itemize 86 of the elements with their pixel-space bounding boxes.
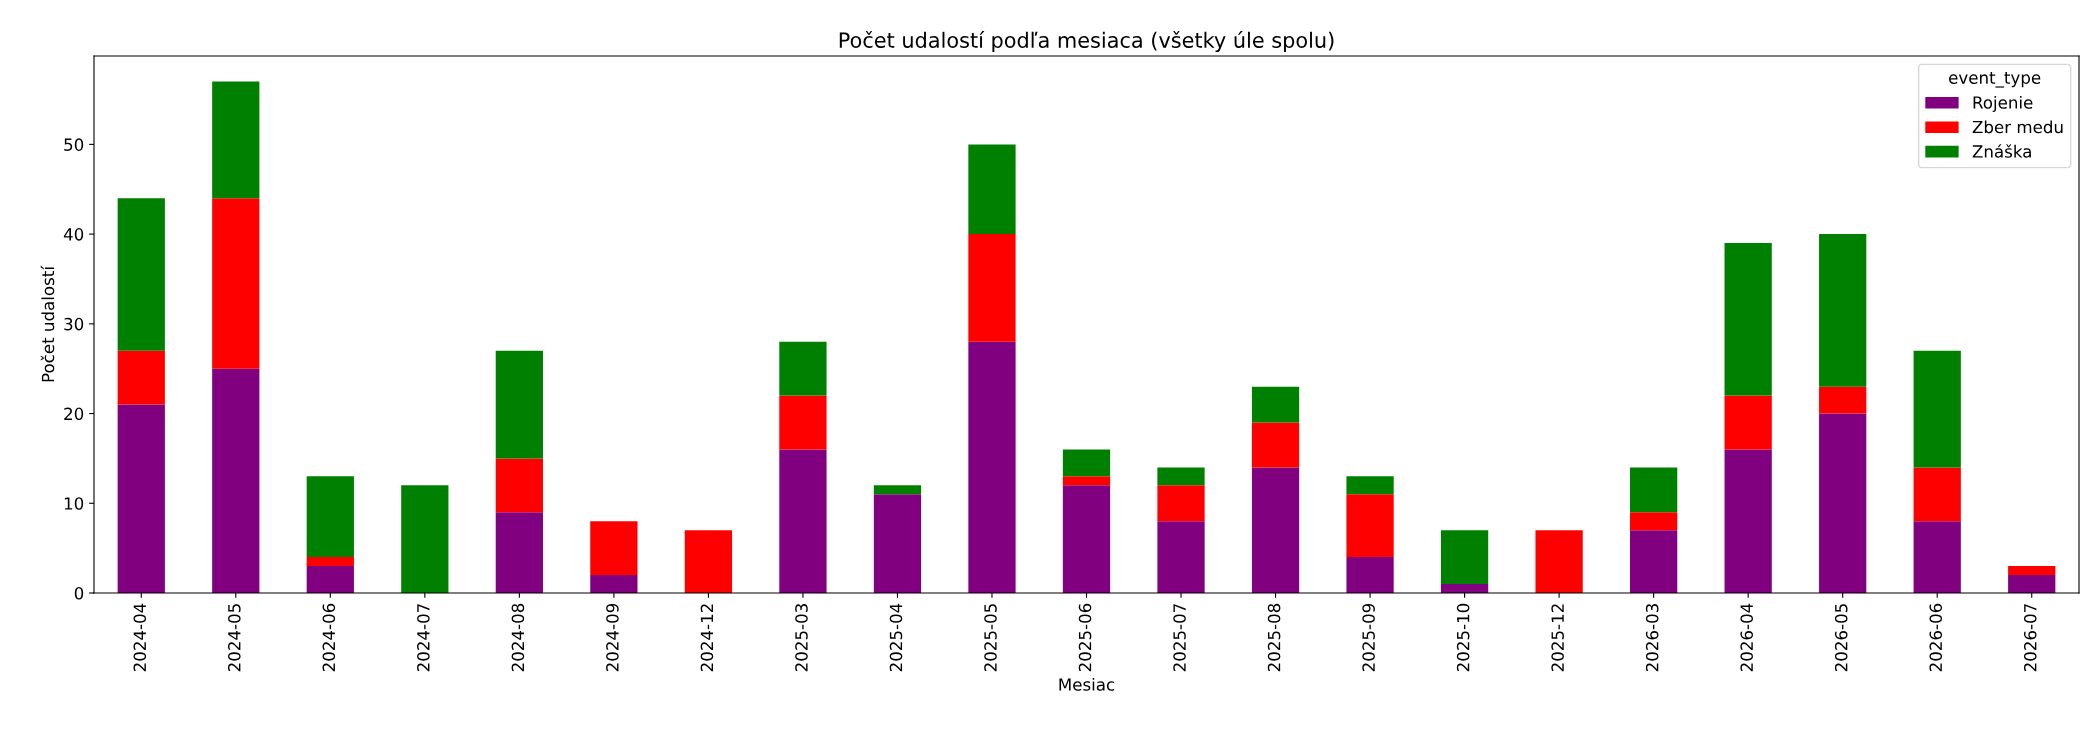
bar	[306, 566, 354, 593]
bar	[212, 368, 260, 593]
bar	[212, 198, 260, 369]
bar	[1724, 395, 1772, 450]
bar	[306, 476, 354, 558]
bar	[1819, 386, 1867, 414]
bar	[1157, 467, 1205, 486]
bar	[1630, 467, 1678, 513]
x-tick-label: 2025-10	[1456, 603, 1470, 672]
bar	[590, 521, 638, 576]
x-tick-label: 2025-09	[1362, 603, 1375, 672]
x-tick-label: 2025-08	[1267, 603, 1281, 672]
bar	[779, 395, 827, 450]
bar	[873, 494, 922, 593]
bar	[684, 530, 733, 593]
y-tick-label: 40	[63, 228, 84, 241]
x-tick-label: 2024-08	[511, 603, 525, 672]
bar	[306, 557, 354, 567]
bar	[117, 350, 165, 405]
bar	[1819, 234, 1867, 387]
x-tick-label: 2024-09	[606, 603, 619, 672]
x-tick-label: 2024-12	[700, 604, 714, 672]
legend-label: Zber medu	[1972, 120, 2063, 134]
bar	[1062, 485, 1111, 593]
x-tick-label: 2026-03	[1645, 604, 1659, 672]
x-tick-label: 2025-12	[1551, 604, 1564, 672]
bar	[1346, 557, 1394, 593]
bar	[779, 449, 827, 593]
bar	[779, 341, 827, 396]
bar	[117, 198, 165, 351]
x-tick-label: 2025-05	[984, 604, 997, 672]
bar	[873, 485, 922, 495]
bar	[495, 458, 543, 513]
bar	[1251, 386, 1300, 423]
legend-title: event_type	[1949, 71, 2041, 88]
x-tick-label: 2026-07	[2023, 604, 2037, 672]
bar	[401, 485, 449, 593]
bar	[495, 512, 543, 593]
bar	[968, 144, 1016, 235]
bar	[1251, 467, 1300, 593]
bar	[1630, 512, 1678, 531]
x-tick-label: 2025-03	[795, 604, 808, 672]
x-tick-label: 2025-04	[889, 603, 903, 672]
bar	[1913, 467, 1961, 522]
bar	[1724, 243, 1772, 396]
bar	[212, 81, 260, 199]
chart-title: Počet udalostí podľa mesiaca (všetky úle spolu)	[839, 31, 1334, 52]
legend-label: Znáška	[1972, 144, 2031, 158]
x-tick-label: 2026-06	[1929, 603, 1943, 672]
y-axis-title: Počet udalostí	[40, 265, 55, 382]
x-tick-label: 2024-07	[417, 604, 430, 672]
bar	[590, 575, 638, 593]
bar	[2008, 575, 2056, 593]
bar	[1724, 449, 1772, 593]
legend-label: Rojenie	[1973, 95, 2033, 113]
x-tick-label: 2024-04	[133, 603, 147, 672]
bar	[1157, 485, 1205, 522]
x-tick-label: 2026-05	[1834, 604, 1848, 672]
y-tick-label: 0	[74, 586, 84, 600]
y-tick-label: 50	[64, 138, 84, 151]
bar	[117, 404, 165, 593]
x-axis-title: Mesiac	[1059, 677, 1115, 691]
x-tick-label: 2025-07	[1173, 604, 1186, 672]
x-tick-label: 2025-06	[1078, 603, 1092, 672]
bar	[1440, 530, 1489, 585]
bar	[1251, 422, 1300, 468]
bar	[1535, 530, 1583, 593]
bar	[1062, 476, 1111, 486]
bar	[1062, 449, 1111, 477]
x-tick-label: 2024-05	[228, 604, 241, 672]
bar	[1157, 521, 1205, 593]
bar	[1630, 530, 1678, 593]
bar	[495, 350, 543, 459]
bar	[1346, 476, 1394, 495]
bar	[1819, 413, 1867, 593]
bar	[1346, 494, 1394, 558]
x-tick-label: 2024-06	[322, 603, 336, 672]
y-tick-label: 20	[64, 407, 84, 421]
bar	[2008, 566, 2056, 576]
y-tick-label: 10	[64, 497, 84, 510]
bar	[968, 341, 1016, 593]
x-tick-label: 2026-04	[1740, 603, 1753, 672]
y-tick-label: 30	[64, 317, 84, 331]
bar	[1913, 350, 1961, 468]
bar	[1913, 521, 1961, 593]
bar	[968, 234, 1016, 342]
